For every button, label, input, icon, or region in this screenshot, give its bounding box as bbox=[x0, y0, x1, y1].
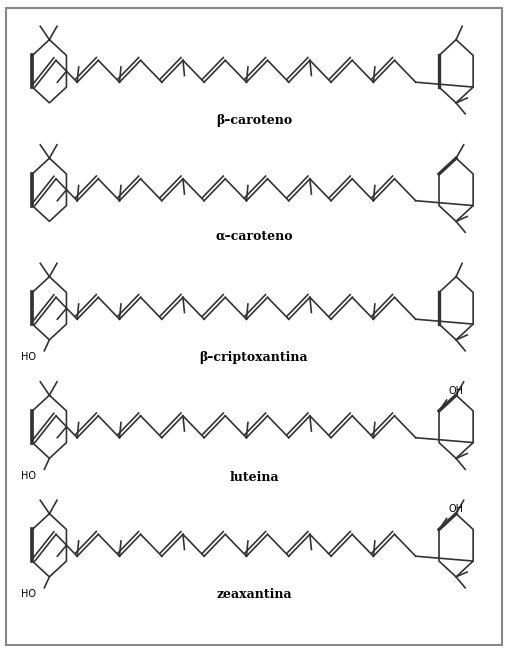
Text: HO: HO bbox=[21, 589, 36, 599]
Text: zeaxantina: zeaxantina bbox=[216, 588, 292, 601]
Text: luteina: luteina bbox=[229, 471, 279, 483]
Text: α–caroteno: α–caroteno bbox=[215, 229, 293, 242]
Text: OH: OH bbox=[448, 386, 463, 396]
Text: β–caroteno: β–caroteno bbox=[216, 114, 292, 127]
Text: HO: HO bbox=[21, 471, 36, 481]
Text: HO: HO bbox=[21, 352, 36, 362]
Text: β–criptoxantina: β–criptoxantina bbox=[200, 351, 308, 364]
Text: OH: OH bbox=[448, 504, 463, 515]
